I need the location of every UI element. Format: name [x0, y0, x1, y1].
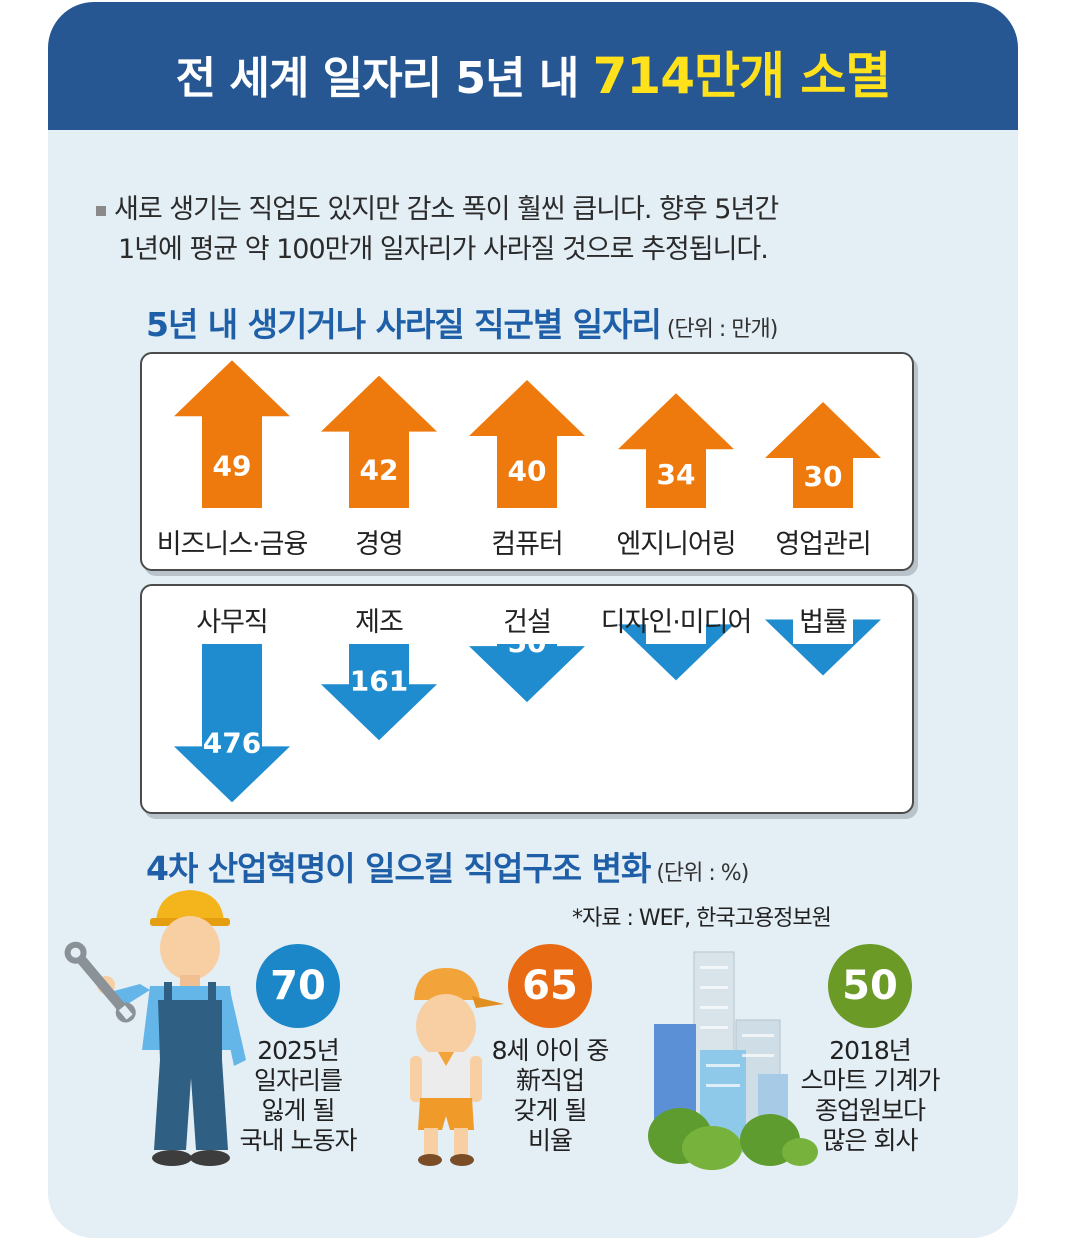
source-note: *자료 : WEF, 한국고용정보원: [572, 906, 832, 931]
section-title-jobs-text: 5년 내 생기거나 사라질 직군별 일자리: [146, 305, 662, 344]
worker-icon: [64, 890, 246, 1166]
intro-text: 새로 생기는 직업도 있지만 감소 폭이 훨씬 큽니다. 향후 5년간 1년에 …: [96, 190, 779, 270]
stat-line: 일자리를: [253, 1066, 343, 1095]
increase-arrow: [174, 360, 290, 508]
decrease-arrows: 476 161 50 15 10: [174, 600, 881, 803]
decrease-value-label: 161: [350, 664, 408, 697]
decrease-arrow: [765, 619, 881, 676]
category-label: 경영: [355, 529, 404, 560]
category-label: 엔지니어링: [616, 529, 736, 560]
increase-arrow: [469, 380, 585, 508]
stat-text-workers: 2025년 일자리를 잃게 될 국내 노동자: [198, 1036, 398, 1156]
category-label: 영업관리: [775, 529, 871, 560]
title-highlight: 714만개 소멸: [592, 47, 892, 105]
decrease-arrow: [174, 644, 290, 803]
section-unit-structure: (단위 : %): [656, 861, 749, 886]
increase-value-label: 40: [508, 455, 547, 488]
increase-value-label: 42: [360, 453, 399, 486]
section-title-structure: 4차 산업혁명이 일으킬 직업구조 변화 (단위 : %): [146, 842, 749, 890]
decrease-value-label: 10: [804, 600, 843, 633]
stat-line: 갖게 될: [513, 1096, 588, 1125]
increase-arrow: [618, 393, 734, 508]
stat-circle-workers: 70: [256, 944, 340, 1028]
stat-line: 스마트 기계가: [800, 1066, 941, 1095]
increase-arrow: [765, 402, 881, 508]
decrease-arrow: [321, 644, 437, 741]
buildings-icon: [648, 951, 818, 1170]
child-icon: [410, 968, 504, 1166]
title-bar: 전 세계 일자리 5년 내 714만개 소멸: [48, 2, 1018, 130]
increase-value-label: 49: [213, 450, 252, 483]
category-label: 법률: [799, 607, 848, 638]
stat-line: 新직업: [515, 1066, 585, 1095]
stat-line: 종업원보다: [814, 1096, 926, 1125]
stat-text-companies: 2018년 스마트 기계가 종업원보다 많은 회사: [770, 1036, 970, 1156]
increase-value-label: 34: [657, 458, 696, 491]
increase-arrow: [321, 375, 437, 508]
decrease-arrow: [469, 644, 585, 703]
intro-line-2: 1년에 평균 약 100만개 일자리가 사라질 것으로 추정됩니다.: [118, 234, 769, 265]
decrease-arrow: [618, 624, 734, 681]
bullet-icon: [96, 205, 106, 216]
section-title-structure-text: 4차 산업혁명이 일으킬 직업구조 변화: [146, 849, 651, 888]
title-main: 전 세계 일자리 5년 내: [175, 53, 580, 104]
category-label: 건설: [503, 607, 552, 638]
section-unit-jobs: (단위 : 만개): [666, 317, 779, 342]
intro-line-1: 새로 생기는 직업도 있지만 감소 폭이 훨씬 큽니다. 향후 5년간: [114, 194, 779, 225]
stat-line: 8세 아이 중: [491, 1036, 610, 1065]
increase-arrows: 49 42 40 34 30: [174, 360, 881, 508]
increase-value-label: 30: [804, 460, 843, 493]
stat-circle-companies: 50: [828, 944, 912, 1028]
stat-line: 국내 노동자: [239, 1126, 358, 1155]
stat-line: 2018년: [829, 1036, 912, 1065]
stat-line: 잃게 될: [261, 1096, 336, 1125]
stat-line: 많은 회사: [822, 1126, 919, 1155]
stat-line: 비율: [527, 1126, 573, 1155]
page-title: 전 세계 일자리 5년 내 714만개 소멸: [48, 36, 1018, 108]
decrease-value-label: 476: [203, 726, 261, 759]
section-title-jobs: 5년 내 생기거나 사라질 직군별 일자리 (단위 : 만개): [146, 298, 779, 346]
category-label: 사무직: [196, 607, 269, 638]
stat-line: 2025년: [257, 1036, 340, 1065]
decrease-value-label: 50: [508, 626, 547, 659]
category-label: 제조: [355, 607, 404, 638]
decrease-value-label: 15: [657, 604, 696, 637]
category-label: 비즈니스·금융: [156, 529, 309, 560]
stat-circle-children: 65: [508, 944, 592, 1028]
category-label: 디자인·미디어: [600, 607, 753, 638]
stat-text-children: 8세 아이 중 新직업 갖게 될 비율: [450, 1036, 650, 1156]
category-label: 컴퓨터: [491, 529, 564, 560]
